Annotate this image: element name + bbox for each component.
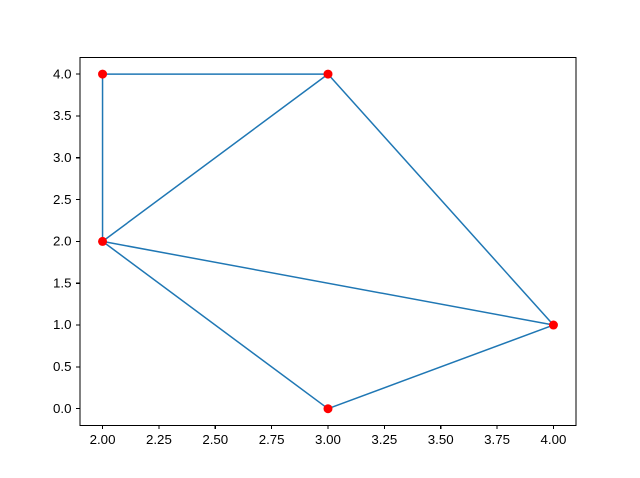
svg-text:2.50: 2.50 [202, 432, 228, 447]
svg-text:1.0: 1.0 [53, 317, 72, 332]
svg-text:0.5: 0.5 [53, 359, 72, 374]
svg-text:2.25: 2.25 [146, 432, 172, 447]
svg-text:3.0: 3.0 [53, 150, 72, 165]
svg-text:4.0: 4.0 [53, 66, 72, 81]
svg-text:2.00: 2.00 [90, 432, 116, 447]
svg-text:3.00: 3.00 [315, 432, 341, 447]
svg-text:1.5: 1.5 [53, 275, 72, 290]
svg-text:4.00: 4.00 [541, 432, 567, 447]
svg-text:3.75: 3.75 [484, 432, 510, 447]
svg-text:2.75: 2.75 [259, 432, 285, 447]
svg-text:2.0: 2.0 [53, 234, 72, 249]
svg-text:2.5: 2.5 [53, 192, 72, 207]
svg-text:3.50: 3.50 [428, 432, 454, 447]
svg-text:0.0: 0.0 [53, 401, 72, 416]
svg-text:3.25: 3.25 [371, 432, 397, 447]
svg-text:3.5: 3.5 [53, 108, 72, 123]
